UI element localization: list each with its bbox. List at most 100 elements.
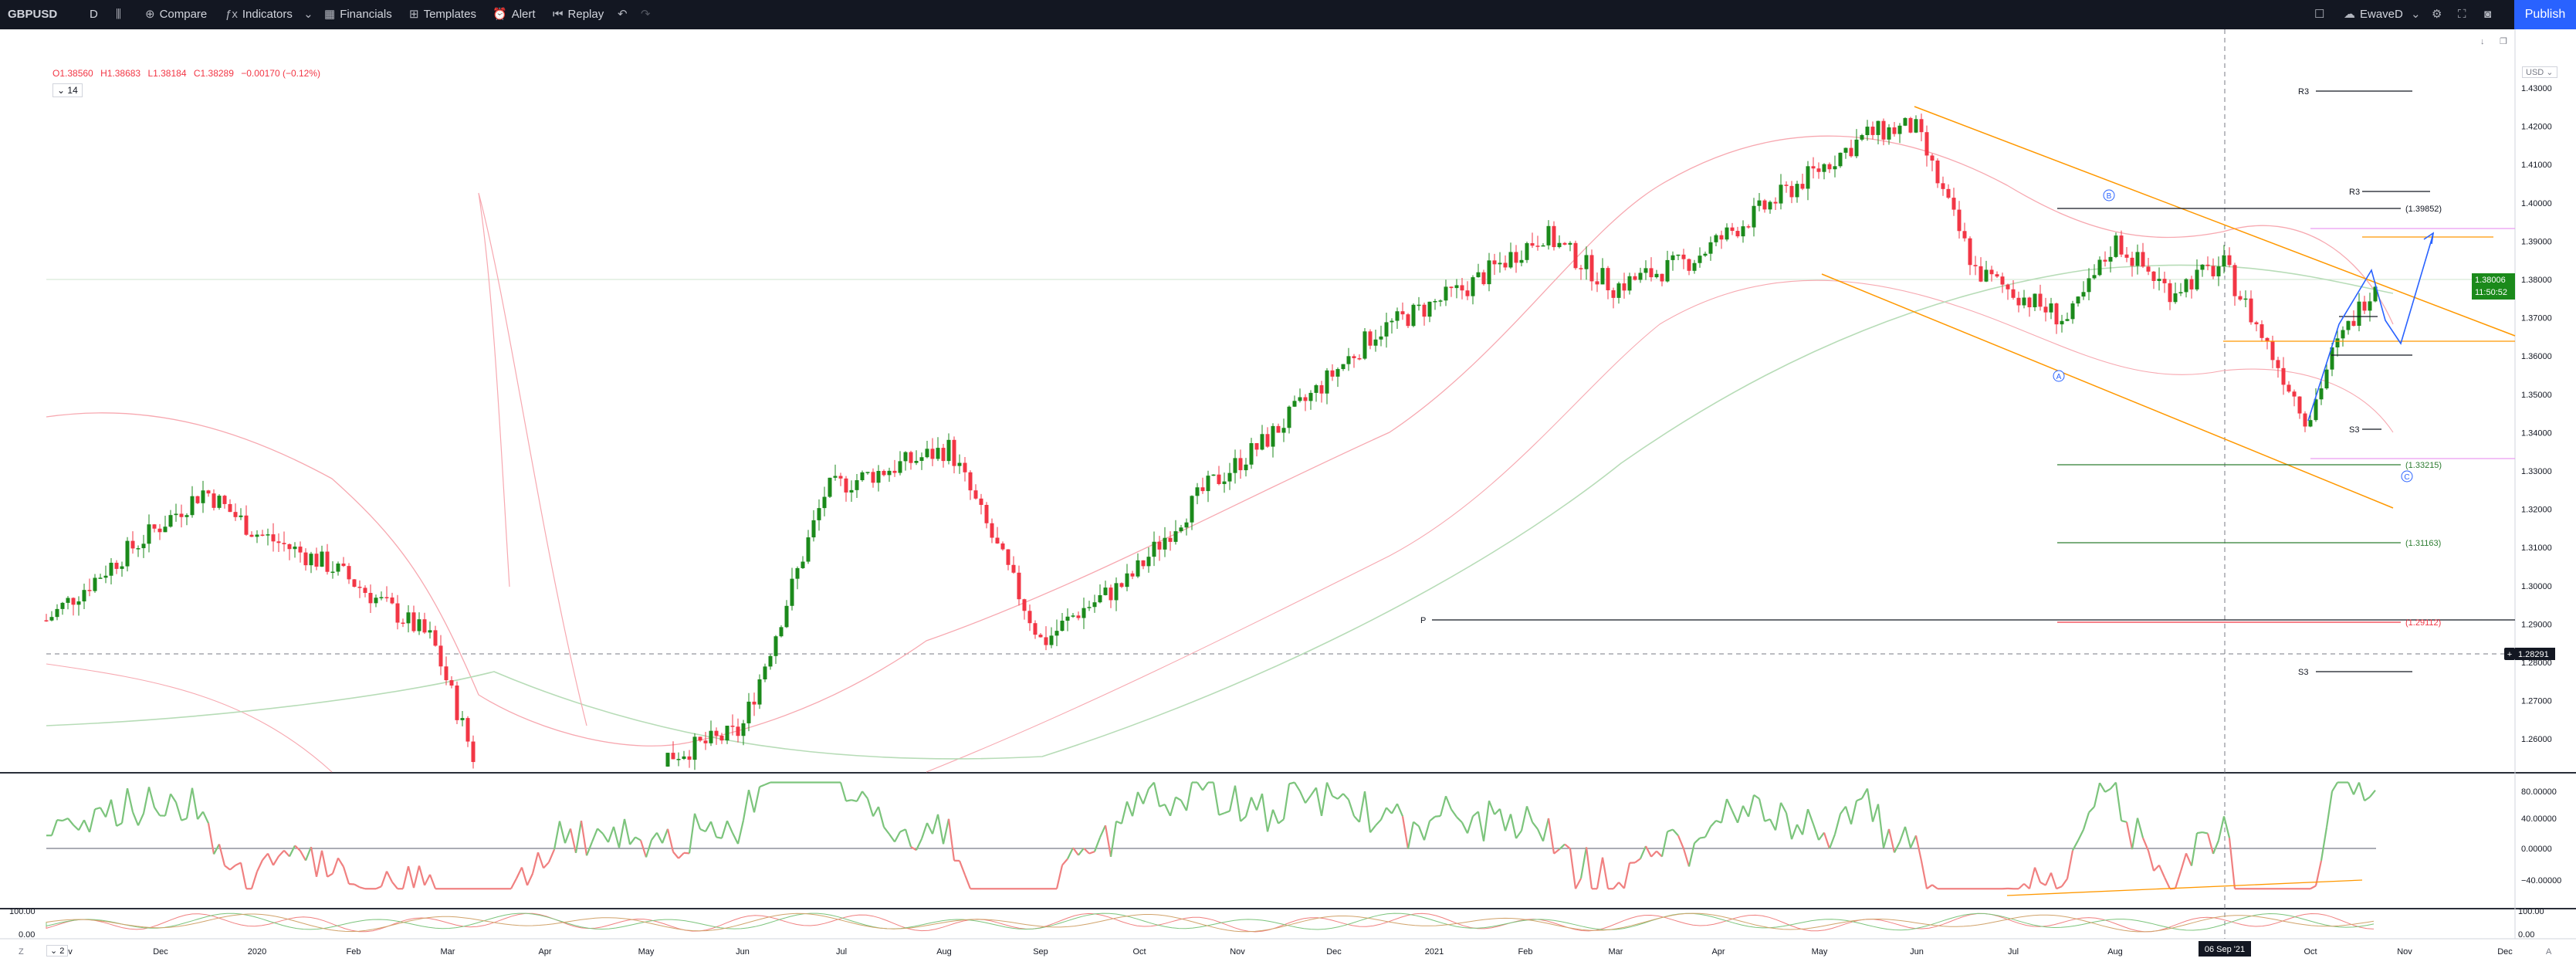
oscillator-axis[interactable]: 80.00000 40.00000 0.00000 −40.00000	[2521, 787, 2561, 885]
oscillator-segment	[1298, 791, 1307, 804]
oscillator-series[interactable]	[46, 781, 2376, 890]
oscillator-segment	[320, 850, 329, 877]
oscillator-trendline[interactable]	[2006, 879, 2363, 896]
candle-body	[687, 756, 692, 760]
crosshair-add-button[interactable]	[2504, 648, 2515, 660]
oscillator-segment	[678, 852, 685, 859]
candle-body	[2043, 306, 2048, 313]
chart-canvas[interactable]: A B C R3 R3 S3 P S3 (1.39852) (1.33215) …	[0, 29, 2576, 965]
legend-low: L1.38184	[147, 68, 187, 79]
fullscreen-icon: ⛶	[2458, 8, 2466, 21]
candle-body	[276, 541, 281, 543]
oscillator-segment	[1877, 804, 1885, 848]
candle-body	[2287, 384, 2291, 392]
price-axis[interactable]: 1.43000 1.42000 1.41000 1.40000 1.39000 1.380…	[2521, 84, 2552, 744]
candle-body	[855, 480, 859, 490]
oscillator-segment	[531, 852, 540, 874]
candle-body	[368, 593, 373, 604]
oscillator-segment	[137, 813, 145, 826]
settings-button[interactable]: ⚙	[2432, 0, 2446, 29]
oscillator-segment	[2364, 796, 2371, 802]
arrow-down-icon[interactable]: ↓	[2480, 37, 2485, 46]
wave-a-marker[interactable]	[2053, 370, 2065, 382]
oscillator-segment	[1790, 824, 1799, 840]
interval-selector[interactable]: D	[90, 8, 98, 21]
oscillator-segment	[191, 787, 199, 820]
candle-body	[1573, 242, 1578, 269]
second-oscillator-series[interactable]	[46, 913, 2375, 933]
price-tick-label: 1.32000	[2521, 506, 2552, 515]
oscillator-segment	[207, 823, 215, 855]
oscillator-segment	[1461, 821, 1468, 834]
layout-button[interactable]: ☐	[2314, 0, 2329, 29]
indicators-icon: ƒx	[225, 8, 238, 21]
publish-button[interactable]: Publish	[2514, 0, 2576, 29]
candle-body	[249, 534, 254, 537]
time-tick-label: Apr	[538, 947, 551, 957]
candle-body	[1357, 358, 1362, 360]
osc2-left-tick-0: 0.00	[19, 930, 35, 940]
auto-scale-icon[interactable]: A	[2546, 947, 2552, 957]
oscillator-segment	[1255, 793, 1264, 811]
legend-open: O1.38560	[52, 68, 93, 79]
candle-body	[1568, 242, 1572, 245]
candle-body	[1622, 283, 1627, 291]
oscillator-segment	[899, 828, 906, 833]
wave-projection-path[interactable]	[2307, 232, 2434, 422]
oscillator-segment	[1093, 837, 1102, 852]
osc2-setting-toggle[interactable]: ⌄ 2	[46, 945, 69, 957]
candlestick-series[interactable]	[44, 113, 2378, 770]
candle-body	[1989, 269, 1994, 275]
alert-button[interactable]: ⏰ Alert	[493, 0, 536, 29]
oscillator-segment	[742, 789, 750, 821]
candle-body	[801, 561, 805, 568]
candle-body	[1287, 406, 1291, 428]
oscillator-segment	[883, 826, 890, 835]
wave-c-marker[interactable]	[2401, 470, 2413, 482]
time-tick-label: Oct	[2304, 947, 2317, 957]
restore-icon[interactable]: ❐	[2500, 37, 2507, 46]
candle-body	[2092, 275, 2097, 279]
replay-button[interactable]: ⏮ Replay	[553, 0, 604, 29]
time-axis[interactable]: Nov Dec 2020 Feb Mar Apr May Jun Jul Aug Sep Oct Nov…	[57, 947, 2513, 957]
templates-button[interactable]: ⊞ Templates	[409, 0, 476, 29]
pivot-s3-label: S3	[2298, 668, 2308, 677]
channel-lower-line[interactable]	[1821, 273, 2394, 509]
channel-upper-line[interactable]	[1914, 106, 2516, 337]
snapshot-button[interactable]: ◙	[2484, 0, 2496, 29]
candle-body	[2254, 322, 2259, 325]
osc-tick-label: 40.00000	[2521, 814, 2557, 824]
candle-body	[1060, 621, 1065, 631]
oscillator-segment	[1164, 804, 1171, 817]
fullscreen-button[interactable]: ⛶	[2458, 0, 2471, 29]
redo-button[interactable]: ↷	[641, 0, 655, 29]
candle-body	[946, 439, 951, 462]
oscillator-segment	[709, 821, 718, 838]
candle-body	[865, 472, 870, 473]
candle-body	[1465, 290, 1470, 296]
indicator-length-toggle[interactable]: ⌄ 14	[52, 83, 83, 97]
candle-body	[795, 567, 800, 579]
currency-selector[interactable]: USD ⌄	[2522, 66, 2557, 78]
timezone-icon[interactable]: Z	[19, 947, 24, 957]
chart-area[interactable]: A B C R3 R3 S3 P S3 (1.39852) (1.33215) …	[0, 29, 2576, 965]
financials-label: Financials	[340, 8, 392, 21]
candle-body	[1303, 397, 1308, 401]
candle-body	[1865, 127, 1870, 135]
candle-body	[1438, 300, 1443, 302]
time-tick-label: Mar	[1609, 947, 1623, 957]
symbol-search[interactable]: GBPUSD	[8, 8, 58, 21]
wave-b-marker[interactable]	[2103, 189, 2115, 201]
account-menu[interactable]: ☁ EwaveD ⌄	[2344, 0, 2425, 29]
oscillator-segment	[1882, 828, 1891, 848]
compare-button[interactable]: ⊕ Compare	[145, 0, 207, 29]
candle-body	[741, 723, 746, 736]
indicators-button[interactable]: ƒx Indicators ⌄	[225, 0, 318, 29]
undo-button[interactable]: ↶	[618, 0, 632, 29]
oscillator-segment	[229, 865, 236, 871]
financials-button[interactable]: ▦ Financials	[324, 0, 392, 29]
oscillator-segment	[1579, 847, 1588, 879]
candle-body	[2065, 319, 2070, 321]
chart-style-button[interactable]: ⫼	[116, 0, 126, 29]
oscillator-segment	[1413, 821, 1420, 828]
